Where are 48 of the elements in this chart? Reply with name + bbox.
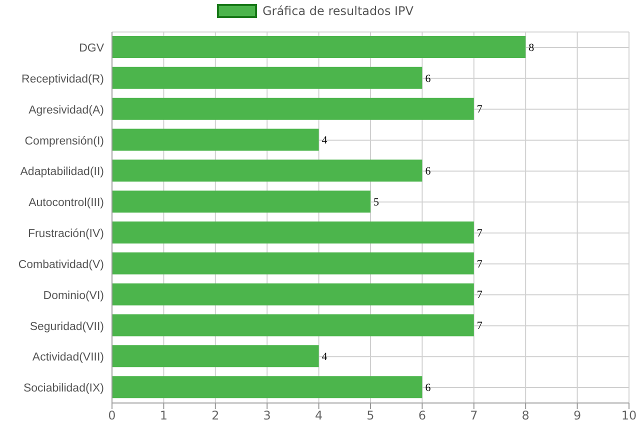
bar: [112, 252, 474, 274]
y-tick-label: Combatividad(V): [18, 258, 104, 271]
data-label: 7: [476, 227, 483, 240]
x-tick-label: 10: [621, 408, 637, 423]
data-label: 4: [322, 351, 328, 364]
y-tick-label: Adaptabilidad(II): [20, 166, 104, 178]
x-tick-label: 1: [160, 408, 168, 423]
bar: [112, 376, 422, 398]
bar: [112, 345, 319, 368]
y-tick-label: Autocontrol(III): [28, 197, 104, 210]
data-label: 5: [374, 196, 380, 208]
data-label: 6: [425, 382, 432, 394]
bar: [112, 283, 474, 306]
bar: [112, 314, 474, 336]
y-tick-label: Receptividad(R): [22, 73, 104, 86]
y-tick-label: Dominio(VI): [43, 290, 104, 302]
data-label: 7: [476, 104, 483, 116]
x-tick-label: 2: [212, 408, 220, 423]
data-label: 7: [476, 320, 483, 332]
x-tick-label: 4: [314, 408, 323, 423]
bar: [112, 160, 422, 182]
data-label: 8: [528, 42, 535, 54]
bar: [112, 190, 370, 213]
x-tick-label: 3: [263, 408, 271, 423]
bar: [112, 36, 526, 58]
x-tick-label: 7: [470, 408, 478, 423]
bar: [112, 128, 319, 151]
data-label: 6: [425, 72, 432, 85]
y-tick-label: Actividad(VIII): [32, 352, 104, 364]
x-tick-label: 0: [108, 408, 116, 423]
x-tick-label: 5: [366, 408, 374, 423]
y-tick-label: Sociabilidad(IX): [23, 382, 104, 395]
data-label: 7: [476, 258, 483, 270]
x-tick-label: 6: [418, 408, 426, 423]
y-tick-label: DGV: [79, 42, 104, 55]
y-tick-label: Agresividad(A): [28, 104, 104, 116]
x-tick-label: 9: [573, 408, 582, 423]
legend-label: Gráfica de resultados IPV: [261, 4, 414, 18]
bar: [112, 66, 422, 89]
x-tick-label: 8: [522, 408, 530, 423]
data-label: 4: [322, 134, 328, 147]
data-label: 6: [425, 166, 432, 178]
y-tick-label: Frustración(IV): [28, 228, 104, 240]
y-tick-label: Comprensión(I): [24, 135, 104, 148]
y-tick-label: Seguridad(VII): [30, 320, 104, 333]
data-label: 7: [476, 289, 483, 302]
bar: [112, 222, 474, 244]
bar: [112, 98, 474, 120]
